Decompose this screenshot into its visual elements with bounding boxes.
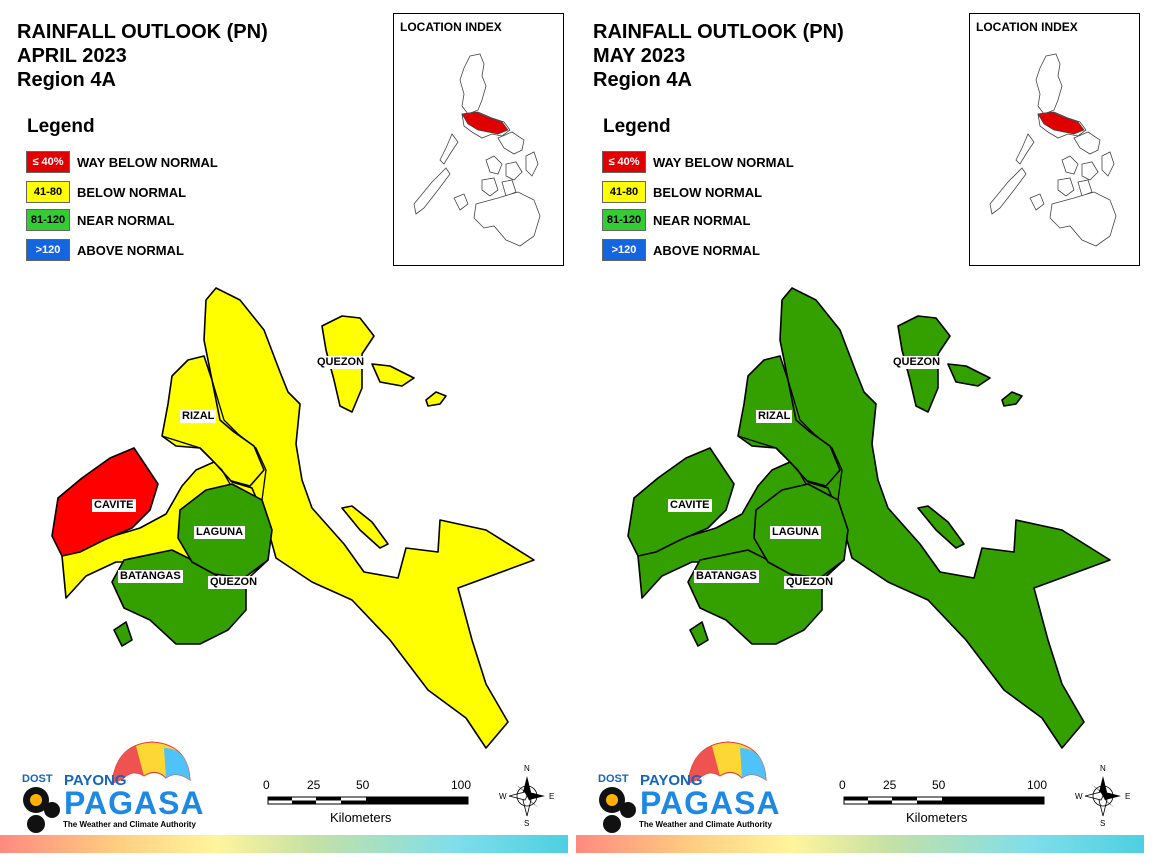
region-4a-map: [51, 287, 535, 749]
quezon-east-islet: [371, 363, 415, 387]
legend-label: ABOVE NORMAL: [77, 243, 184, 258]
title-region: Region 4A: [593, 69, 692, 91]
legend-label: ABOVE NORMAL: [653, 243, 760, 258]
logo-payong-text: PAYONG: [64, 772, 127, 789]
legend-label: NEAR NORMAL: [653, 213, 751, 228]
legend-swatch: ≤ 40%: [602, 151, 646, 173]
region-4a-highlight: [461, 111, 509, 135]
label-quezon: QUEZON: [315, 356, 367, 369]
bondoc-islet: [341, 505, 389, 549]
compass-s: S: [524, 819, 530, 828]
logo-pagasa-text: PAGASA: [64, 785, 205, 821]
scale-tick: 100: [451, 778, 472, 792]
compass-s: S: [1100, 819, 1106, 828]
scale-unit: Kilometers: [906, 810, 968, 825]
logo-tagline: The Weather and Climate Authority: [63, 820, 196, 829]
quezon-small-islet: [1001, 391, 1023, 407]
logo-payong-text: PAYONG: [640, 772, 703, 789]
scale-tick: 100: [1027, 778, 1048, 792]
north-arrow: N S E W: [497, 762, 557, 830]
location-index-inset: LOCATION INDEX: [393, 13, 564, 266]
label-rizal: RIZAL: [756, 410, 793, 423]
label-batangas: BATANGAS: [118, 570, 183, 583]
philippines-outline: [413, 53, 541, 247]
compass-icon: [1084, 776, 1121, 817]
label-laguna: LAGUNA: [770, 526, 822, 539]
legend-label: WAY BELOW NORMAL: [77, 155, 218, 170]
panel-title: RAINFALL OUTLOOK (PN) APRIL 2023 Region …: [17, 20, 268, 92]
philippines-outline: [989, 53, 1117, 247]
scale-tick: 25: [307, 778, 321, 792]
legend-title: Legend: [27, 116, 95, 137]
legend-swatch: >120: [26, 239, 70, 261]
may-panel: RAINFALL OUTLOOK (PN) MAY 2023 Region 4A…: [576, 0, 1152, 864]
legend-swatch: >120: [602, 239, 646, 261]
legend-swatch: 41-80: [602, 181, 646, 203]
logo-pagasa-text: PAGASA: [640, 785, 781, 821]
legend-title: Legend: [603, 116, 671, 137]
location-index-title: LOCATION INDEX: [400, 20, 502, 34]
pagasa-logo: DOST PAYONG PAGASA The Weather and Clima…: [592, 740, 792, 835]
label-quezon-south: QUEZON: [784, 576, 836, 589]
quezon-east-islet: [947, 363, 991, 387]
scale-unit: Kilometers: [330, 810, 392, 825]
compass-n: N: [524, 764, 530, 773]
footer-gradient-bar: [576, 835, 1144, 853]
umbrella-icon: [23, 741, 191, 833]
pagasa-logo: DOST PAYONG PAGASA The Weather and Clima…: [16, 740, 216, 835]
scale-tick: 25: [883, 778, 897, 792]
compass-e: E: [549, 792, 555, 801]
footer-gradient-bar: [0, 835, 568, 853]
legend-swatch: ≤ 40%: [26, 151, 70, 173]
title-line-1: RAINFALL OUTLOOK (PN): [593, 21, 844, 43]
scale-tick: 50: [356, 778, 370, 792]
label-quezon-south: QUEZON: [208, 576, 260, 589]
location-index-inset: LOCATION INDEX: [969, 13, 1140, 266]
scale-tick: 50: [932, 778, 946, 792]
april-panel: RAINFALL OUTLOOK (PN) APRIL 2023 Region …: [0, 13, 568, 853]
label-laguna: LAGUNA: [194, 526, 246, 539]
quezon-small-islet: [425, 391, 447, 407]
north-arrow: N S E W: [1073, 762, 1133, 830]
scale-bar: 0 25 50 100 Kilometers: [262, 778, 477, 828]
title-month: APRIL 2023: [17, 45, 127, 67]
region-4a-map: [627, 287, 1111, 749]
compass-w: W: [499, 792, 507, 801]
label-cavite: CAVITE: [668, 499, 712, 512]
title-month: MAY 2023: [593, 45, 686, 67]
label-rizal: RIZAL: [180, 410, 217, 423]
title-region: Region 4A: [17, 69, 116, 91]
legend-swatch: 81-120: [26, 209, 70, 231]
label-quezon: QUEZON: [891, 356, 943, 369]
scale-tick: 0: [263, 778, 270, 792]
legend-label: NEAR NORMAL: [77, 213, 175, 228]
legend-label: WAY BELOW NORMAL: [653, 155, 794, 170]
compass-e: E: [1125, 792, 1131, 801]
scale-bar: 0 25 50 100 Kilometers: [838, 778, 1053, 828]
batangas-islet: [113, 621, 133, 647]
batangas-islet: [689, 621, 709, 647]
scale-tick: 0: [839, 778, 846, 792]
legend-label: BELOW NORMAL: [653, 185, 763, 200]
location-index-title: LOCATION INDEX: [976, 20, 1078, 34]
logo-dost-text: DOST: [598, 773, 629, 785]
title-line-1: RAINFALL OUTLOOK (PN): [17, 21, 268, 43]
compass-n: N: [1100, 764, 1106, 773]
logo-tagline: The Weather and Climate Authority: [639, 820, 772, 829]
panel-title: RAINFALL OUTLOOK (PN) MAY 2023 Region 4A: [593, 20, 844, 92]
compass-w: W: [1075, 792, 1083, 801]
legend-label: BELOW NORMAL: [77, 185, 187, 200]
label-batangas: BATANGAS: [694, 570, 759, 583]
logo-dost-text: DOST: [22, 773, 53, 785]
region-4a-highlight: [1037, 111, 1085, 135]
legend-swatch: 41-80: [26, 181, 70, 203]
umbrella-icon: [599, 741, 767, 833]
label-cavite: CAVITE: [92, 499, 136, 512]
bondoc-islet: [917, 505, 965, 549]
compass-icon: [508, 776, 545, 817]
legend-swatch: 81-120: [602, 209, 646, 231]
